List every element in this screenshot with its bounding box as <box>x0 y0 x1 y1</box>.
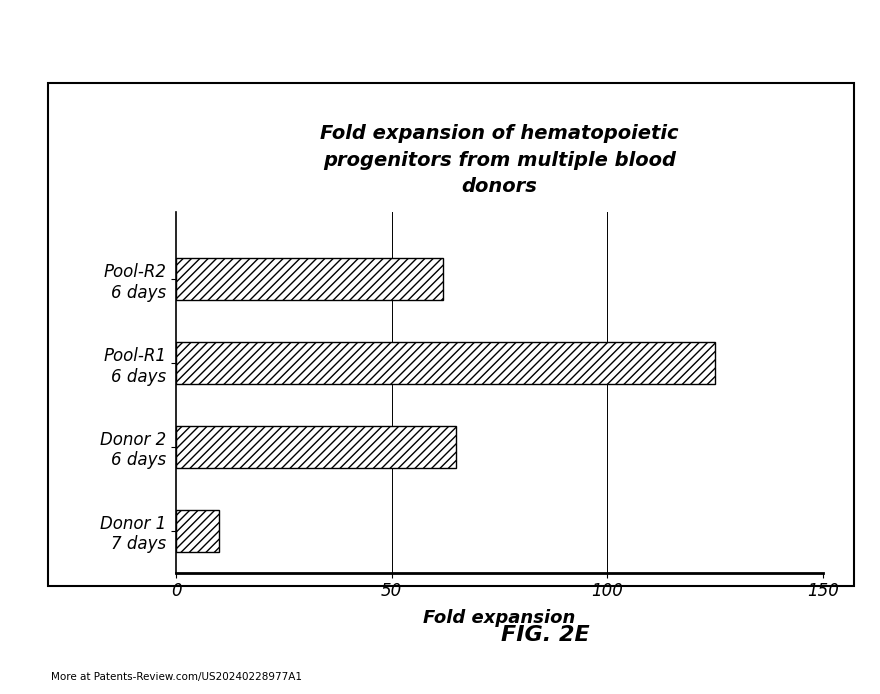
Bar <box>176 509 219 552</box>
Title: Fold expansion of hematopoietic
progenitors from multiple blood
donors: Fold expansion of hematopoietic progenit… <box>320 124 678 196</box>
Text: FIG. 2E: FIG. 2E <box>502 625 590 645</box>
X-axis label: Fold expansion: Fold expansion <box>423 609 576 627</box>
Text: More at Patents-Review.com/US20240228977A1: More at Patents-Review.com/US20240228977… <box>51 672 302 682</box>
Bar <box>176 258 444 300</box>
Bar <box>176 425 457 468</box>
Bar <box>176 341 715 384</box>
